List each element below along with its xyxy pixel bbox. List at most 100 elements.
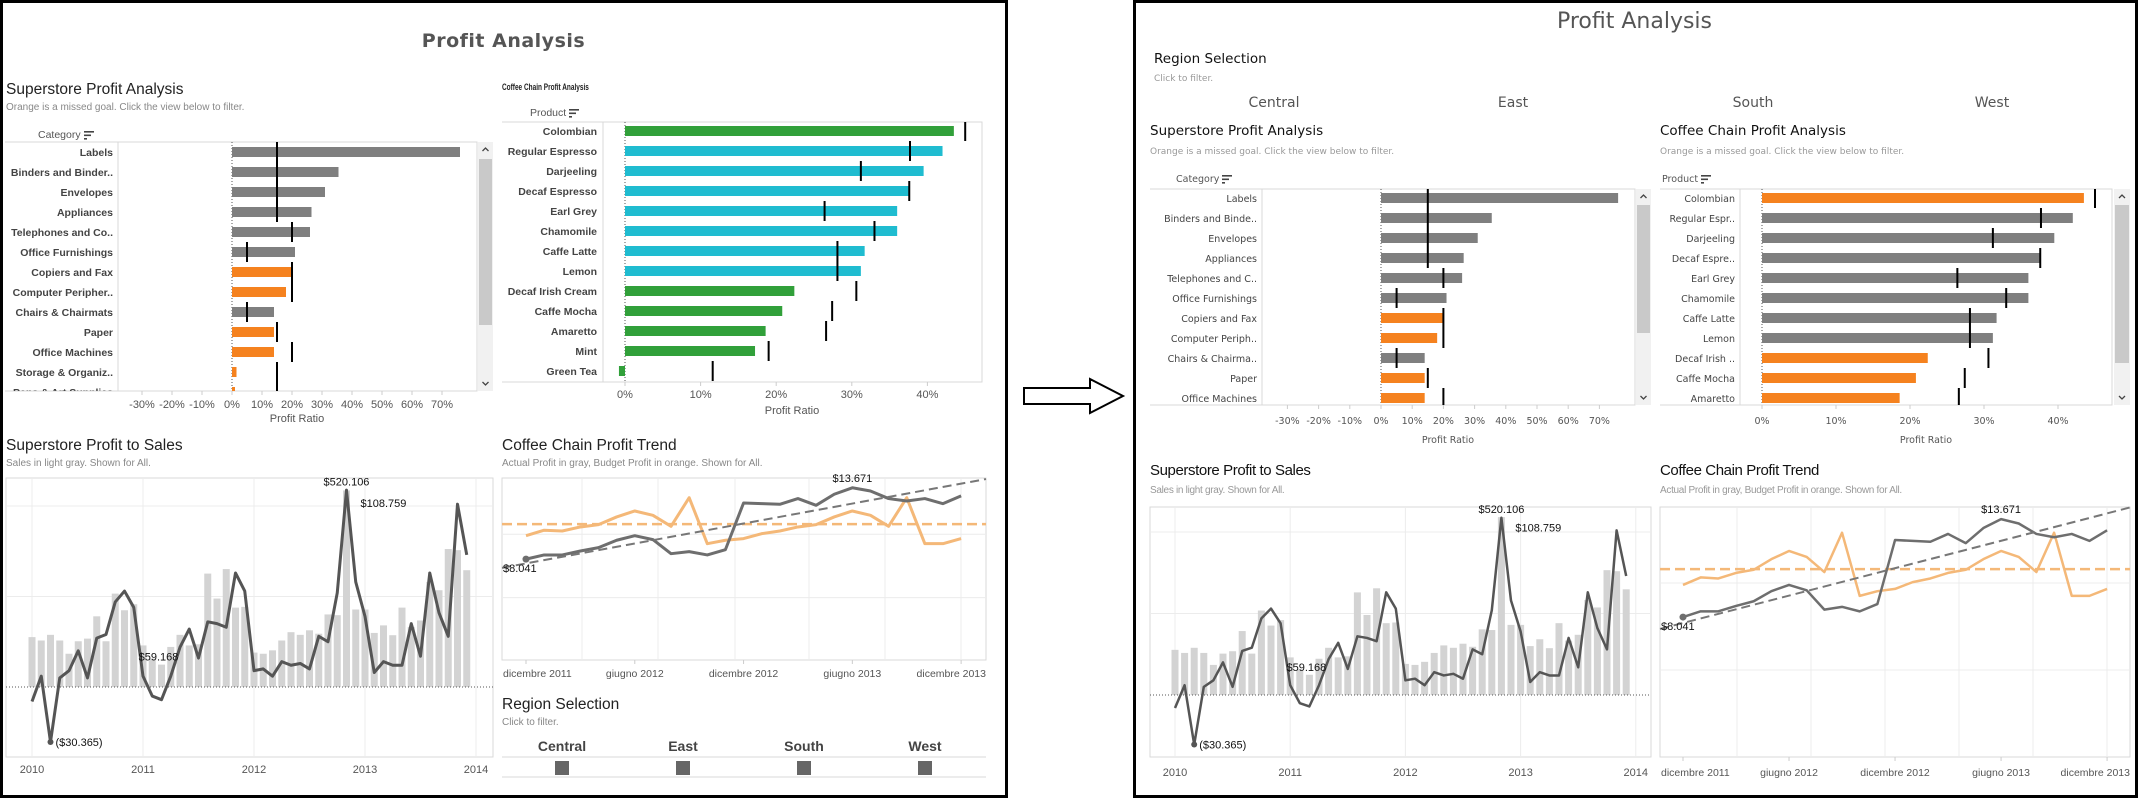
chevron-up-icon[interactable] — [482, 147, 489, 152]
sales-bar[interactable] — [121, 610, 128, 687]
sales-bar[interactable] — [435, 590, 443, 687]
bar-row[interactable]: Appliances — [57, 202, 312, 222]
sales-bar[interactable] — [1488, 630, 1496, 695]
bar-row[interactable]: Caffe Latte — [1683, 308, 1997, 328]
sales-bar[interactable] — [1229, 651, 1237, 695]
bar-row[interactable]: Labels — [1226, 188, 1619, 208]
bar-row[interactable]: Mint — [575, 341, 770, 361]
sales-bar[interactable] — [1267, 625, 1275, 695]
bar[interactable] — [1762, 233, 2055, 243]
sales-bar[interactable] — [1622, 589, 1630, 695]
bar-row[interactable]: Envelopes — [60, 182, 325, 202]
bar[interactable] — [625, 166, 924, 176]
chevron-down-icon[interactable] — [482, 381, 489, 386]
sales-bar[interactable] — [213, 598, 221, 687]
sales-bar[interactable] — [370, 632, 378, 687]
sales-bar[interactable] — [84, 638, 91, 687]
bar-row[interactable]: Green Tea — [546, 361, 714, 381]
bar-row[interactable]: Copiers and Fax — [1181, 308, 1445, 328]
bar[interactable] — [1381, 353, 1425, 363]
bar[interactable] — [1762, 273, 2029, 283]
sales-bar[interactable] — [176, 634, 184, 687]
sales-bar[interactable] — [1478, 629, 1486, 695]
sales-bar[interactable] — [1440, 645, 1448, 695]
region-east-label[interactable]: East — [668, 738, 698, 754]
sales-bar[interactable] — [1584, 599, 1592, 695]
bar-row[interactable]: Copiers and Fax — [31, 262, 293, 282]
sales-bar[interactable] — [389, 635, 397, 687]
sales-bar[interactable] — [1296, 669, 1304, 695]
sales-bar[interactable] — [361, 609, 369, 687]
region-east-label[interactable]: East — [1497, 95, 1529, 111]
bar-row[interactable]: Office Machines — [1182, 388, 1445, 408]
sales-bar[interactable] — [1613, 571, 1621, 695]
bar-row[interactable]: Colombian — [543, 121, 967, 141]
sales-bar[interactable] — [306, 630, 313, 687]
sales-bar[interactable] — [56, 640, 64, 687]
bar[interactable] — [232, 187, 325, 197]
bar[interactable] — [232, 207, 312, 217]
left-profit-to-sales-chart[interactable]: 2010 2011 2012 2013 2014 $520.106 $108.759 ($30… — [5, 476, 494, 776]
bar[interactable] — [232, 267, 292, 277]
bar[interactable] — [232, 307, 274, 317]
sales-bar[interactable] — [47, 634, 54, 687]
bar[interactable] — [618, 366, 625, 376]
sales-bar[interactable] — [426, 581, 434, 687]
sales-bar[interactable] — [1190, 647, 1198, 695]
bar[interactable] — [625, 306, 783, 316]
bar-row[interactable]: Amaretto — [551, 321, 828, 341]
chevron-down-icon[interactable] — [2118, 395, 2126, 400]
sales-bar[interactable] — [28, 637, 36, 687]
bar-row[interactable]: Regular Espresso — [508, 141, 943, 161]
bar[interactable] — [232, 167, 339, 177]
sales-bar[interactable] — [232, 607, 239, 687]
sales-bar[interactable] — [269, 650, 276, 687]
bar[interactable] — [625, 226, 898, 236]
sales-bar[interactable] — [398, 607, 406, 687]
left-coffee-trend-chart[interactable]: dicembre 2011 giugno 2012 dicembre 2012 giu… — [501, 473, 987, 680]
bar[interactable] — [625, 266, 861, 276]
left-superstore-category-header[interactable]: Category — [38, 129, 94, 141]
bar-row[interactable]: Caffe Mocha — [1676, 368, 1966, 388]
sales-bar[interactable] — [1459, 643, 1467, 695]
sales-bar[interactable] — [195, 644, 202, 687]
sales-bar[interactable] — [111, 593, 119, 687]
sales-bar[interactable] — [1536, 639, 1544, 695]
bar-row[interactable]: Paper — [1230, 368, 1429, 388]
bar[interactable] — [232, 367, 237, 377]
bar-row[interactable]: Decaf Irish Cream — [508, 281, 858, 301]
bar-row[interactable]: Chamomile — [1681, 288, 2029, 308]
right-coffee-trend-chart[interactable]: dicembre 2011 giugno 2012 dicembre 2012 giu… — [1659, 504, 2131, 779]
sales-bar[interactable] — [1344, 656, 1352, 695]
bar-row[interactable]: Telephones and C.. — [1166, 268, 1463, 288]
sales-bar[interactable] — [1171, 649, 1179, 695]
bar-row[interactable]: Chairs & Chairmats — [16, 302, 274, 322]
bar[interactable] — [1381, 253, 1464, 263]
bar[interactable] — [625, 326, 766, 336]
scrollbar-thumb[interactable] — [479, 159, 492, 325]
bar-row[interactable]: Caffe Mocha — [535, 301, 834, 321]
left-coffee-bar-chart[interactable]: Colombian Regular Espresso Darjeeling Decaf… — [502, 121, 983, 417]
start-point[interactable] — [522, 555, 530, 563]
bar[interactable] — [232, 147, 460, 157]
bar[interactable] — [232, 287, 286, 297]
sort-icon[interactable] — [1222, 175, 1233, 184]
bar[interactable] — [1381, 373, 1425, 383]
sales-bar[interactable] — [1353, 592, 1361, 695]
bar-row[interactable]: Paper — [84, 322, 278, 342]
bar-row[interactable]: Appliances — [1205, 248, 1464, 268]
bar[interactable] — [625, 246, 865, 256]
sales-bar[interactable] — [1325, 647, 1333, 695]
sales-bar[interactable] — [315, 633, 323, 687]
right-superstore-bar-chart[interactable]: Labels Binders and Binde.. Envelopes Applia… — [1150, 188, 1651, 446]
region-central-label[interactable]: Central — [537, 738, 587, 754]
sales-bar[interactable] — [1555, 623, 1563, 695]
sales-bar[interactable] — [380, 625, 387, 687]
sales-bar[interactable] — [1219, 653, 1227, 695]
sales-bar[interactable] — [407, 626, 415, 687]
sales-bar[interactable] — [1421, 661, 1429, 695]
bar[interactable] — [1762, 193, 2084, 203]
bar[interactable] — [1762, 393, 1900, 403]
bar-row[interactable]: Lemon — [563, 261, 861, 281]
profit-line[interactable] — [1173, 516, 1628, 746]
